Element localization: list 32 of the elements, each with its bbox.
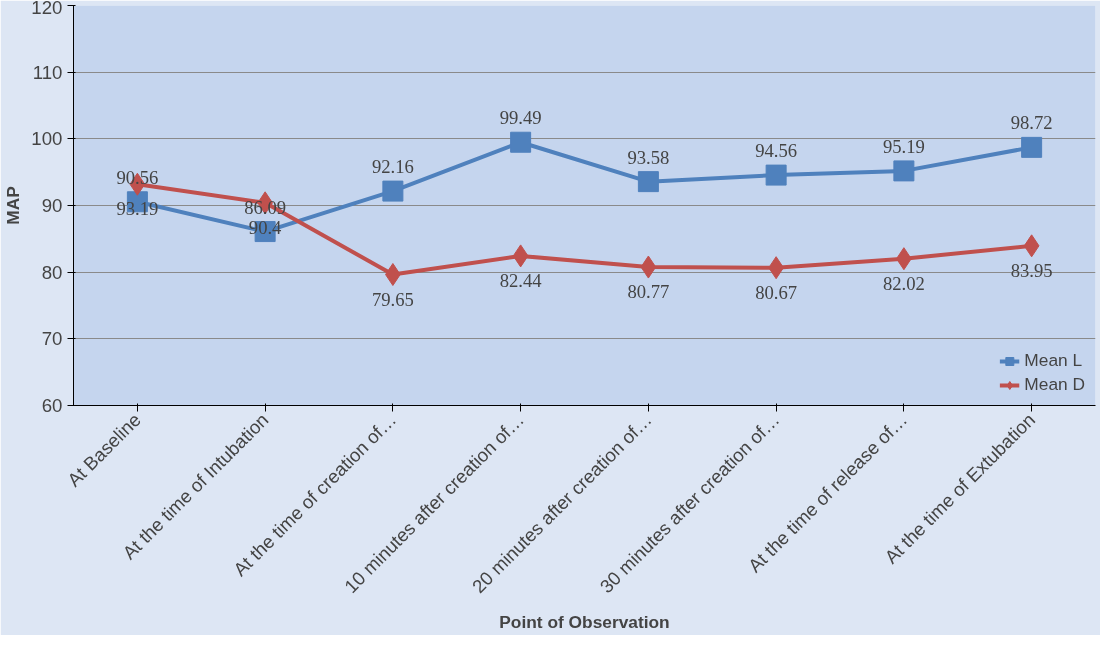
point — [893, 160, 915, 182]
data-label: 90.4 — [248, 216, 283, 238]
point — [382, 180, 404, 202]
x-axis-title: Point of Observation — [499, 612, 670, 633]
data-label: 94.56 — [755, 140, 798, 162]
y-tick-label: 80 — [41, 261, 63, 283]
y-axis-title: MAP — [3, 186, 24, 225]
y-tick-label: 90 — [41, 195, 63, 216]
data-label: 82.44 — [499, 269, 543, 291]
y-tick-label: 100 — [31, 128, 63, 150]
legend-label: Mean D — [1024, 374, 1085, 395]
data-label: 82.02 — [882, 272, 925, 294]
data-label: 99.49 — [499, 107, 542, 129]
data-label: 80.67 — [755, 281, 798, 303]
point — [1023, 234, 1040, 258]
y-tick-label: 70 — [41, 328, 63, 350]
point — [512, 244, 529, 268]
point — [1021, 136, 1043, 158]
data-label: 80.77 — [627, 281, 670, 303]
data-label: 79.65 — [371, 288, 414, 310]
point — [637, 171, 659, 193]
y-tick-label: 110 — [32, 61, 63, 83]
point — [510, 131, 532, 153]
data-label: 93.58 — [627, 146, 670, 168]
point — [640, 255, 657, 279]
y-tick-label: 120 — [31, 0, 63, 18]
data-label: 92.16 — [371, 156, 414, 178]
legend-label: Mean L — [1024, 350, 1083, 371]
y-tick-label: 60 — [41, 395, 63, 416]
point — [765, 164, 787, 186]
data-label: 95.19 — [882, 135, 925, 157]
data-label: 98.72 — [1010, 112, 1053, 134]
